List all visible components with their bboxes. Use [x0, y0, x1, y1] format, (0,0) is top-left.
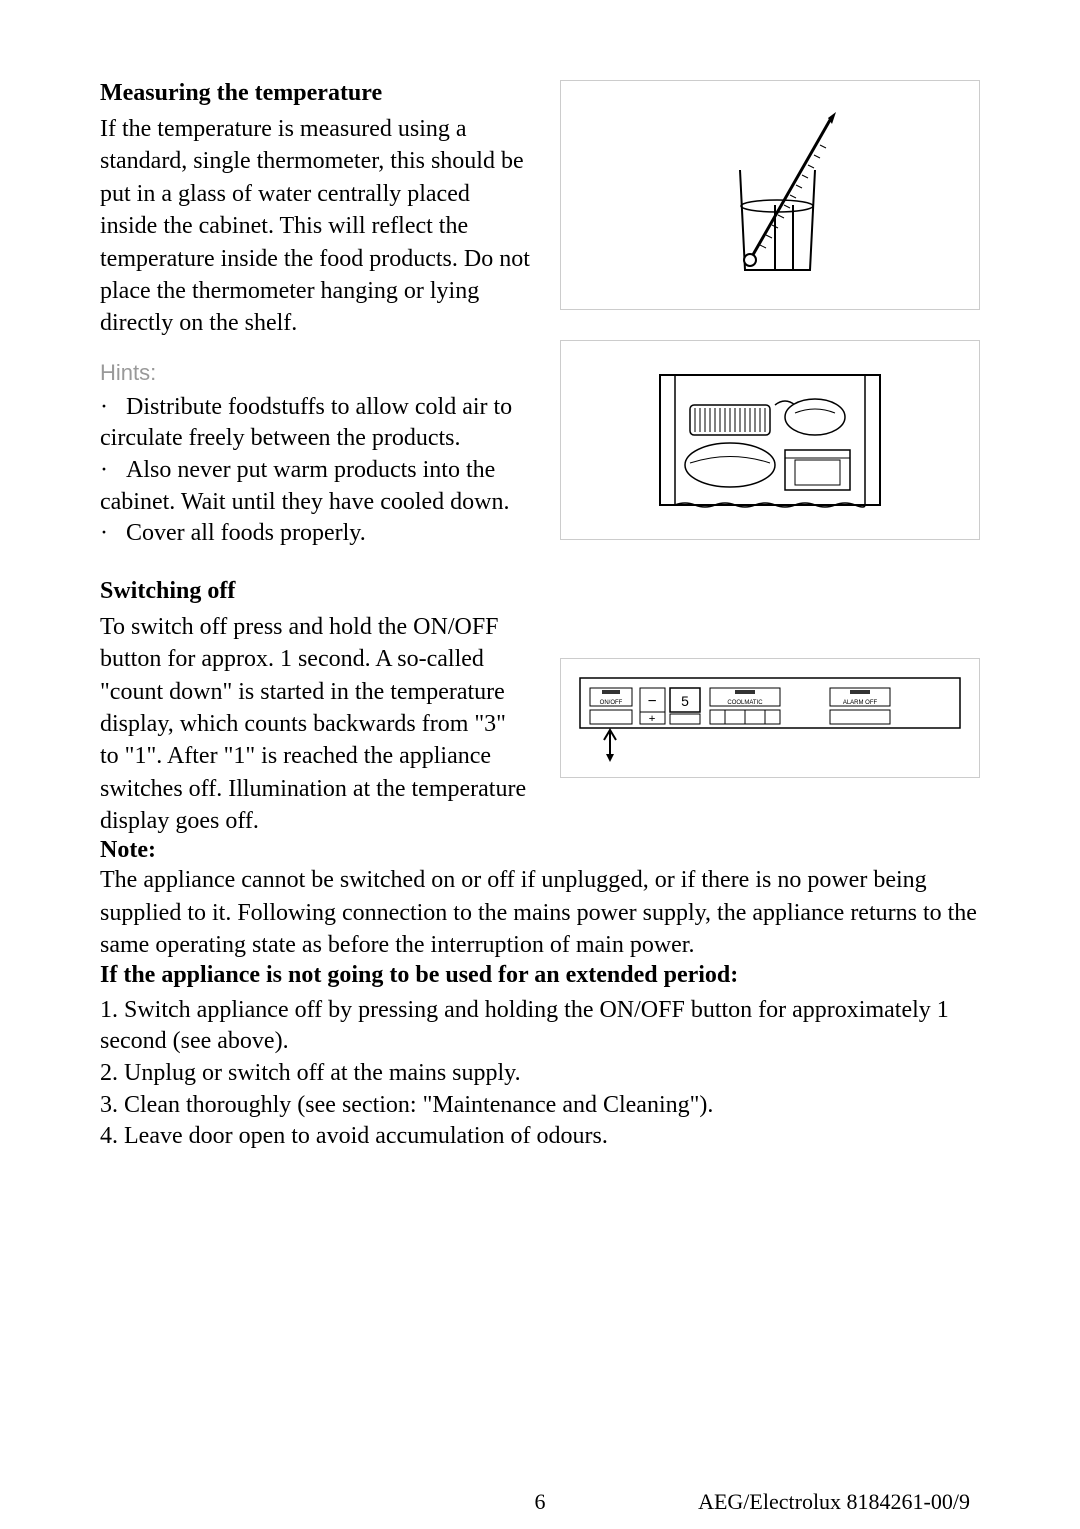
extended-section: If the appliance is not going to be used…	[100, 962, 980, 1153]
step-4: 4. Leave door open to avoid accumulation…	[100, 1121, 980, 1153]
hint-1: · Distribute foodstuffs to allow cold ai…	[100, 392, 530, 455]
shelf-illustration	[560, 340, 980, 540]
switching-heading: Switching off	[100, 578, 530, 605]
footer-reference: AEG/Electrolux 8184261-00/9	[698, 1489, 970, 1515]
minus-label: −	[647, 693, 656, 710]
coolmatic-label: COOLMATIC	[727, 700, 763, 706]
control-panel-illustration: ON/OFF − 5 + COOLMATIC	[560, 658, 980, 778]
hints-illus-col	[560, 340, 980, 560]
hint-2: · Also never put warm products into the …	[100, 455, 530, 518]
alarmoff-label: ALARM OFF	[843, 700, 878, 706]
display-value: 5	[681, 693, 689, 709]
onoff-label: ON/OFF	[600, 700, 623, 706]
step-1: 1. Switch appliance off by pressing and …	[100, 995, 980, 1058]
step-2: 2. Unplug or switch off at the mains sup…	[100, 1058, 980, 1090]
page-content: Measuring the temperature If the tempera…	[100, 80, 980, 1153]
step-3: 3. Clean thoroughly (see section: "Maint…	[100, 1090, 980, 1122]
hints-label: Hints:	[100, 360, 530, 386]
hints-text-col: Hints: · Distribute foodstuffs to allow …	[100, 340, 530, 560]
measuring-heading: Measuring the temperature	[100, 80, 530, 107]
note-body: The appliance cannot be switched on or o…	[100, 864, 980, 961]
hints-section: Hints: · Distribute foodstuffs to allow …	[100, 340, 980, 560]
hint-1-text: Distribute foodstuffs to allow cold air …	[100, 394, 512, 452]
switching-section: Switching off To switch off press and ho…	[100, 578, 980, 838]
note-label: Note:	[100, 837, 980, 864]
shelf-svg	[620, 355, 920, 525]
hint-3: · Cover all foods properly.	[100, 518, 530, 550]
switching-illus-col: ON/OFF − 5 + COOLMATIC	[560, 578, 980, 838]
plus-label: +	[649, 711, 656, 725]
measuring-body: If the temperature is measured using a s…	[100, 113, 530, 340]
hint-3-text: Cover all foods properly.	[126, 520, 366, 546]
control-panel-svg: ON/OFF − 5 + COOLMATIC	[570, 668, 970, 768]
hint-2-text: Also never put warm products into the ca…	[100, 457, 510, 515]
thermometer-svg	[650, 100, 890, 290]
measuring-text-col: Measuring the temperature If the tempera…	[100, 80, 530, 340]
section-measuring: Measuring the temperature If the tempera…	[100, 80, 980, 340]
switching-body: To switch off press and hold the ON/OFF …	[100, 611, 530, 838]
note-section: Note: The appliance cannot be switched o…	[100, 837, 980, 961]
thermometer-illustration	[560, 80, 980, 310]
extended-heading: If the appliance is not going to be used…	[100, 962, 980, 989]
page-number: 6	[535, 1489, 546, 1515]
switching-text-col: Switching off To switch off press and ho…	[100, 578, 530, 838]
measuring-illus-col	[560, 80, 980, 340]
